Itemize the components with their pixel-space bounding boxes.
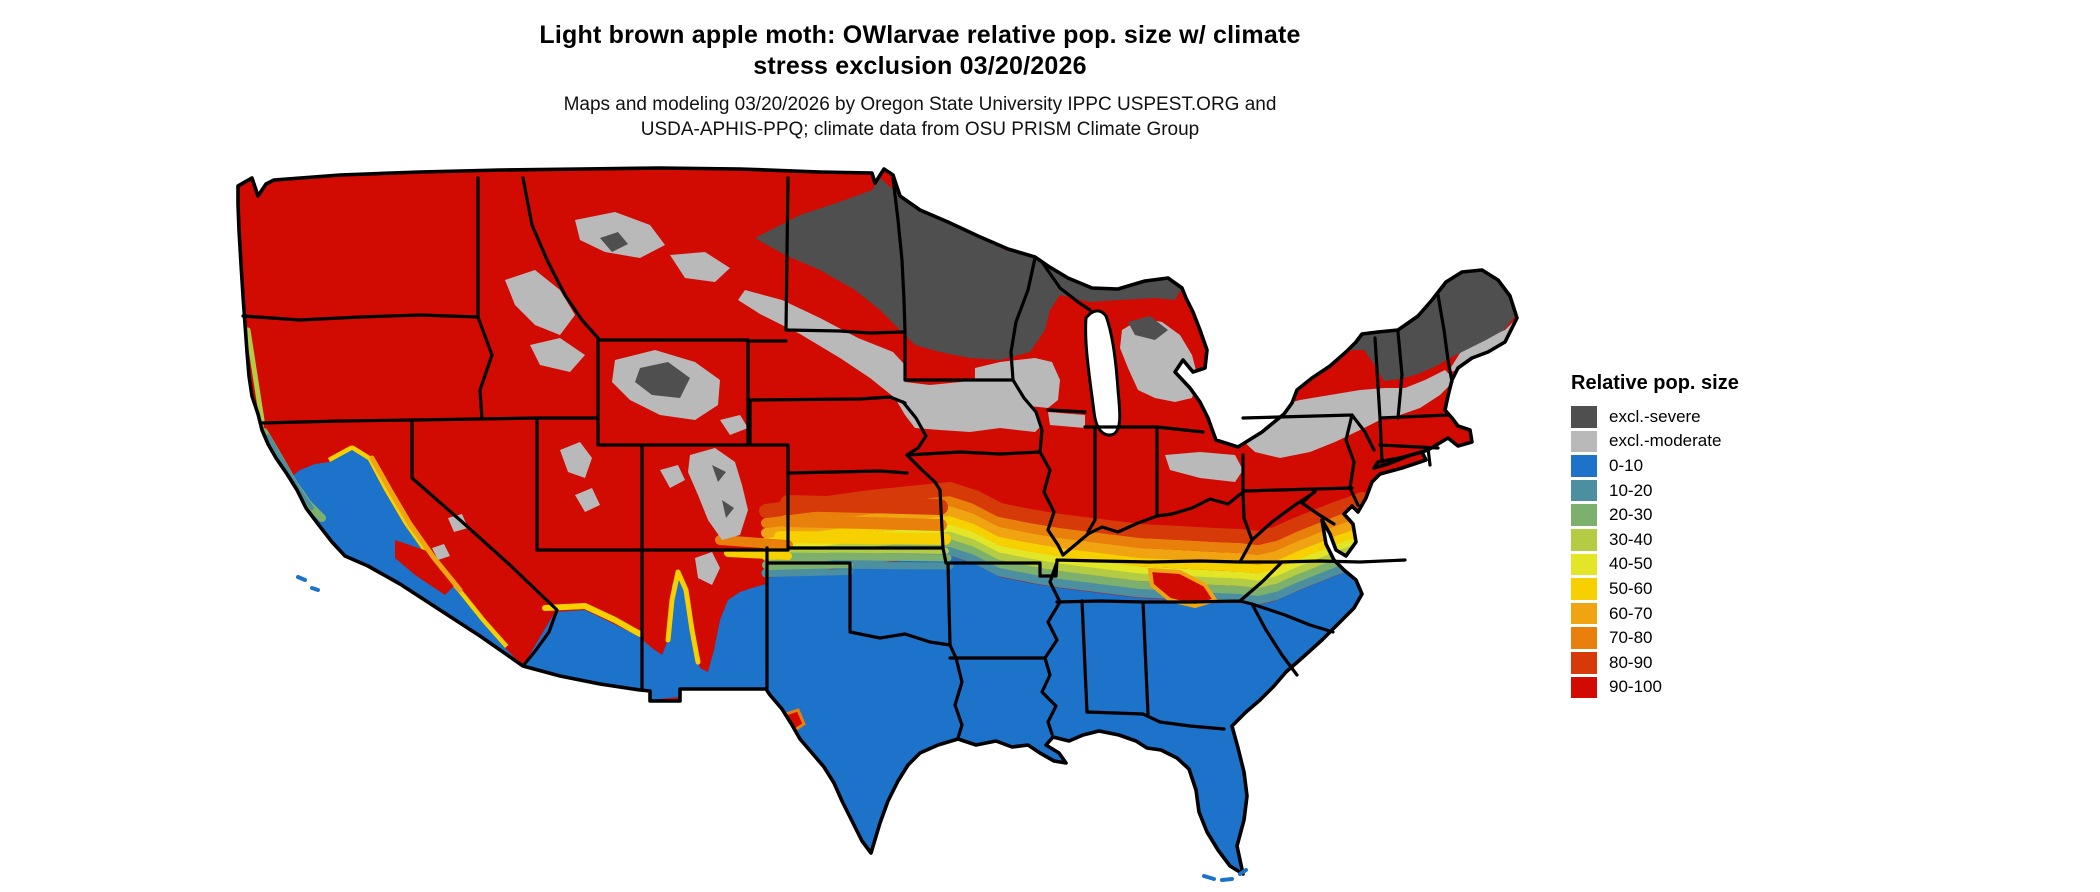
- legend-swatch: [1571, 528, 1597, 551]
- gray-nm-north: [695, 552, 720, 585]
- gray-ut-1: [560, 442, 592, 478]
- legend-item: 60-70: [1571, 602, 1871, 625]
- darkgray-northeast: [1282, 269, 1515, 381]
- gray-maine-coast: [1448, 320, 1517, 372]
- darkgray-co-2: [722, 500, 734, 518]
- raster-coast-teal: [266, 434, 314, 510]
- gray-mt-2: [670, 252, 730, 282]
- band-txpan-green: [765, 562, 853, 570]
- legend-item: 0-10: [1571, 455, 1871, 477]
- gray-wisconsin-south: [975, 358, 1060, 408]
- legend-swatch: [1571, 651, 1597, 674]
- band-txpan-teal: [765, 569, 853, 577]
- legend: Relative pop. size excl.-severe excl.-mod…: [1571, 372, 1871, 701]
- gray-id-2: [530, 338, 585, 372]
- legend-item-label: 20-30: [1609, 505, 1653, 525]
- map-title-line2: stress exclusion 03/20/2026: [753, 52, 1087, 80]
- band-nm-tongue-fringe: [665, 569, 701, 665]
- legend-item-label: 90-100: [1609, 677, 1662, 697]
- legend-item-label: 10-20: [1609, 480, 1653, 500]
- map-title: Light brown apple moth: OWlarvae relativ…: [320, 20, 1520, 82]
- darkgray-michigan-top: [1128, 316, 1168, 340]
- us-outline: [236, 166, 1519, 876]
- band-ks-gold: [774, 531, 951, 545]
- legend-swatch: [1571, 676, 1597, 699]
- darkgray-co-1: [712, 465, 726, 482]
- legend-item-label: 30-40: [1609, 529, 1653, 549]
- map-subtitle-line1: Maps and modeling 03/20/2026 by Oregon S…: [563, 94, 1277, 115]
- legend-swatch: [1571, 578, 1597, 600]
- legend-swatch: [1571, 504, 1597, 526]
- gray-plains: [738, 290, 1042, 432]
- legend-item: 10-20: [1571, 479, 1871, 502]
- legend-item: 80-90: [1571, 651, 1871, 674]
- gray-wy-se: [720, 415, 748, 435]
- legend-swatch: [1571, 430, 1597, 453]
- band-40-50: [762, 524, 1366, 581]
- legend-swatch: [1571, 602, 1597, 625]
- legend-item-label: 40-50: [1609, 554, 1653, 574]
- gray-id-1: [505, 270, 575, 335]
- legend-item-label: 80-90: [1609, 652, 1653, 672]
- legend-title: Relative pop. size: [1571, 372, 1739, 394]
- lake-michigan: [1084, 309, 1122, 437]
- legend-swatch: [1571, 627, 1597, 649]
- band-az-mogollon-fringe: [542, 603, 643, 637]
- florida-keys: [1202, 868, 1248, 882]
- band-ks-redorange: [780, 495, 948, 515]
- legend-swatch: [1571, 406, 1597, 428]
- darkgray-wy-core: [635, 362, 690, 398]
- map-subtitle: Maps and modeling 03/20/2026 by Oregon S…: [320, 92, 1520, 142]
- legend-items: excl.-severe excl.-moderate 0-10 10-20 20-30…: [1571, 406, 1871, 699]
- band-seco-gold: [724, 549, 792, 560]
- legend-item-label: excl.-moderate: [1609, 431, 1722, 451]
- state-borders: [241, 176, 1454, 740]
- darkgray-mt-bit: [600, 232, 628, 252]
- band-ks-orange: [780, 515, 947, 531]
- legend-swatch: [1571, 553, 1597, 576]
- legend-item-label: 60-70: [1609, 603, 1653, 623]
- gray-co-spine: [688, 448, 748, 540]
- band-seco-orange: [715, 535, 793, 550]
- legend-item: 40-50: [1571, 553, 1871, 576]
- gray-sierra-dots: [448, 514, 468, 532]
- legend-item: 20-30: [1571, 504, 1871, 526]
- band-80-90: [759, 482, 1369, 545]
- legend-item-label: 70-80: [1609, 628, 1653, 648]
- gray-ut-2: [575, 488, 600, 512]
- legend-swatch: [1571, 479, 1597, 502]
- legend-item: 50-60: [1571, 578, 1871, 600]
- legend-item-label: 0-10: [1609, 455, 1644, 475]
- map-title-line1: Light brown apple moth: OWlarvae relativ…: [539, 21, 1301, 49]
- raster-red-socal-ranges: [395, 540, 460, 595]
- raster-blue-southwest: [523, 570, 766, 700]
- legend-item: 70-80: [1571, 627, 1871, 649]
- channel-islands: [296, 575, 320, 592]
- darkgray-upper-midwest: [755, 178, 1182, 360]
- map-subtitle-line2: USDA-APHIS-PPQ; climate data from OSU PR…: [640, 119, 1200, 140]
- legend-item: 30-40: [1571, 528, 1871, 551]
- raster-blue-south: [766, 556, 1380, 874]
- band-sierra-east-fringe: [369, 455, 463, 593]
- gray-michigan-mitten: [1120, 318, 1198, 402]
- legend-item: excl.-severe: [1571, 406, 1871, 428]
- legend-swatch: [1571, 455, 1597, 477]
- gray-ohio-north: [1165, 452, 1243, 482]
- gray-co-west: [660, 465, 685, 488]
- gray-illinois-north: [1048, 412, 1085, 428]
- band-ok-green: [784, 552, 952, 562]
- raster-gray-socal-dots: [432, 544, 450, 560]
- legend-item: 90-100: [1571, 676, 1871, 699]
- legend-item-label: excl.-severe: [1609, 406, 1701, 426]
- legend-item-label: 50-60: [1609, 578, 1653, 598]
- legend-item: excl.-moderate: [1571, 430, 1871, 453]
- band-20-30: [762, 539, 1366, 596]
